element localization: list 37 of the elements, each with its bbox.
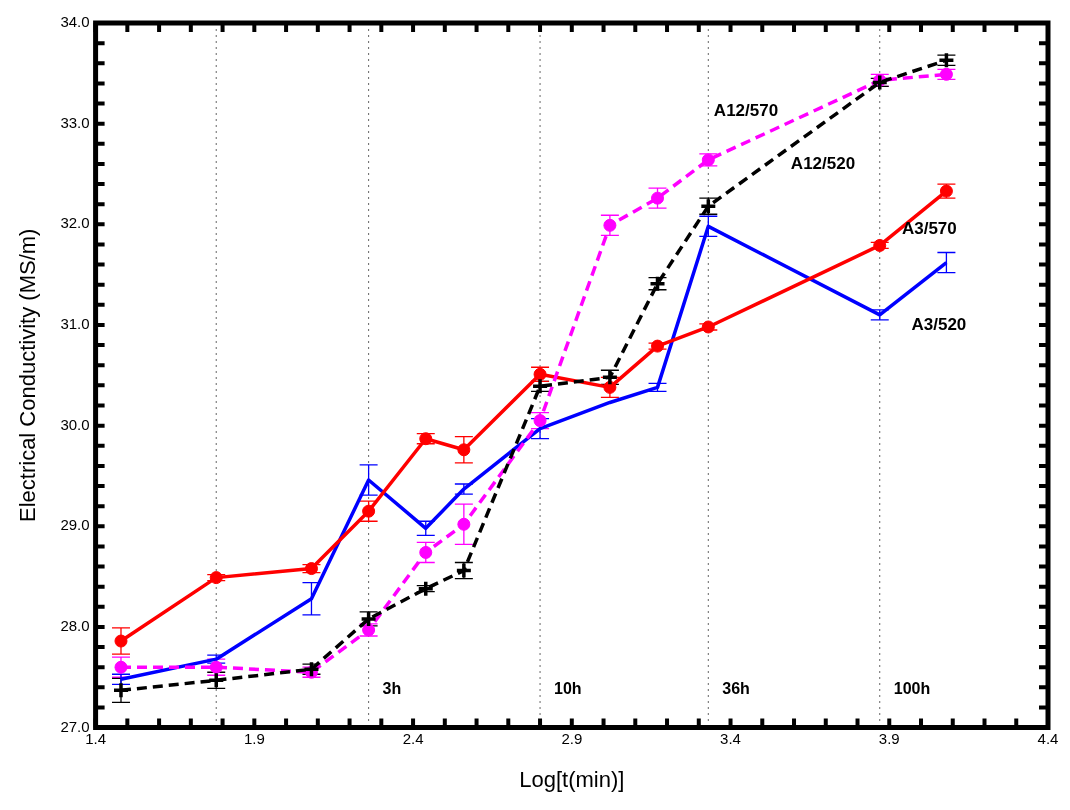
point xyxy=(870,73,889,92)
series-label: A12/520 xyxy=(790,153,856,173)
y-axis-title: Electrical Conductivity (MS/m) xyxy=(15,228,41,522)
point xyxy=(603,218,617,232)
ref-line-label: 36h xyxy=(722,680,750,698)
point xyxy=(651,339,665,353)
point xyxy=(358,610,379,628)
ref-line-label: 100h xyxy=(893,680,931,698)
x-tick-label: 1.9 xyxy=(243,729,265,747)
y-tick-label: 34.0 xyxy=(60,13,90,31)
ref-line-label: 3h xyxy=(382,680,402,698)
x-tick-label: 3.4 xyxy=(720,729,741,747)
y-tick-label: 31.0 xyxy=(60,315,90,333)
y-tick-label: 33.0 xyxy=(60,113,90,131)
series-label: A3/520 xyxy=(911,314,967,334)
x-tick-label: 2.4 xyxy=(402,729,424,747)
point xyxy=(939,67,953,81)
point xyxy=(457,443,471,457)
point xyxy=(417,579,435,598)
y-tick-label: 28.0 xyxy=(60,617,90,635)
x-tick-label: 4.4 xyxy=(1037,729,1059,747)
point xyxy=(304,562,318,576)
x-axis-title: Log[t(min)] xyxy=(519,766,625,792)
y-tick-label: 30.0 xyxy=(60,415,90,433)
point xyxy=(457,517,471,531)
y-tick-label: 32.0 xyxy=(60,214,90,232)
y-tick-label: 29.0 xyxy=(60,516,90,534)
x-tick-label: 3.9 xyxy=(878,729,900,747)
series-label: A3/570 xyxy=(901,219,957,239)
ref-line-label: 10h xyxy=(554,680,582,698)
point xyxy=(114,660,128,674)
x-tick-label: 2.9 xyxy=(561,729,583,747)
series-label: A12/570 xyxy=(713,101,779,121)
point xyxy=(112,681,130,700)
point xyxy=(419,545,433,559)
point xyxy=(114,634,128,648)
y-tick-label: 27.0 xyxy=(60,717,90,735)
